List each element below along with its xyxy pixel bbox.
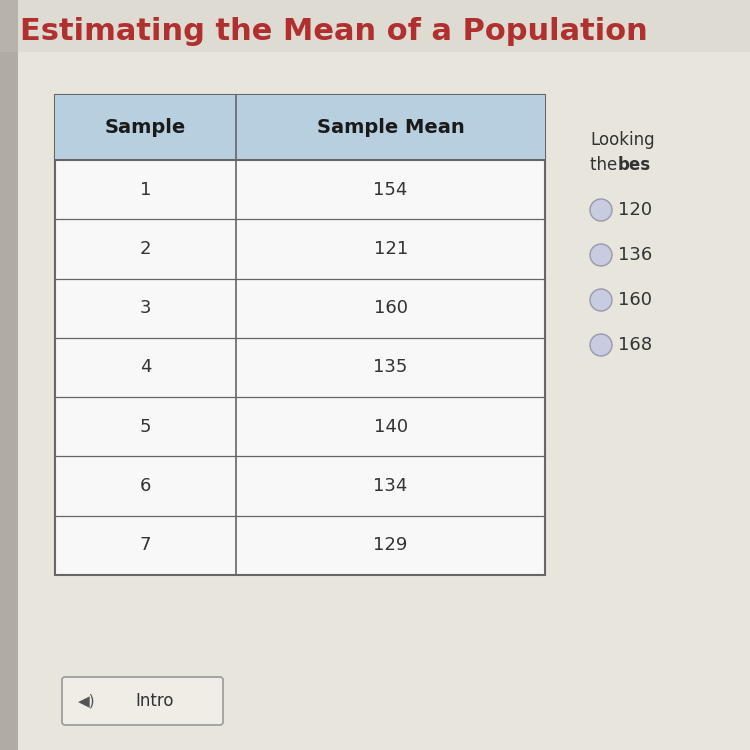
Circle shape <box>590 334 612 356</box>
Text: 2: 2 <box>140 240 152 258</box>
Bar <box>0 0 750 52</box>
Text: Estimating the Mean of a Population: Estimating the Mean of a Population <box>20 17 648 46</box>
Text: 136: 136 <box>618 246 652 264</box>
Circle shape <box>590 199 612 221</box>
Text: 160: 160 <box>618 291 652 309</box>
Text: 7: 7 <box>140 536 152 554</box>
Text: 154: 154 <box>374 181 408 199</box>
Text: bes: bes <box>618 156 651 174</box>
Text: 168: 168 <box>618 336 652 354</box>
FancyBboxPatch shape <box>62 677 223 725</box>
Text: the: the <box>590 156 622 174</box>
Circle shape <box>590 244 612 266</box>
Text: Intro: Intro <box>136 692 174 710</box>
Text: 3: 3 <box>140 299 152 317</box>
Text: 135: 135 <box>374 358 408 376</box>
Text: 121: 121 <box>374 240 408 258</box>
Text: 140: 140 <box>374 418 408 436</box>
Text: 134: 134 <box>374 477 408 495</box>
Text: 6: 6 <box>140 477 152 495</box>
Circle shape <box>590 289 612 311</box>
Text: 4: 4 <box>140 358 152 376</box>
Bar <box>55 95 545 575</box>
Text: 129: 129 <box>374 536 408 554</box>
Text: Looking: Looking <box>590 131 655 149</box>
Text: 160: 160 <box>374 299 408 317</box>
Text: Sample Mean: Sample Mean <box>316 118 464 137</box>
Bar <box>55 95 545 160</box>
Text: ◀): ◀) <box>78 694 96 709</box>
Bar <box>0 0 18 750</box>
Text: 5: 5 <box>140 418 152 436</box>
Text: Sample: Sample <box>105 118 186 137</box>
Text: 1: 1 <box>140 181 152 199</box>
Text: 120: 120 <box>618 201 652 219</box>
